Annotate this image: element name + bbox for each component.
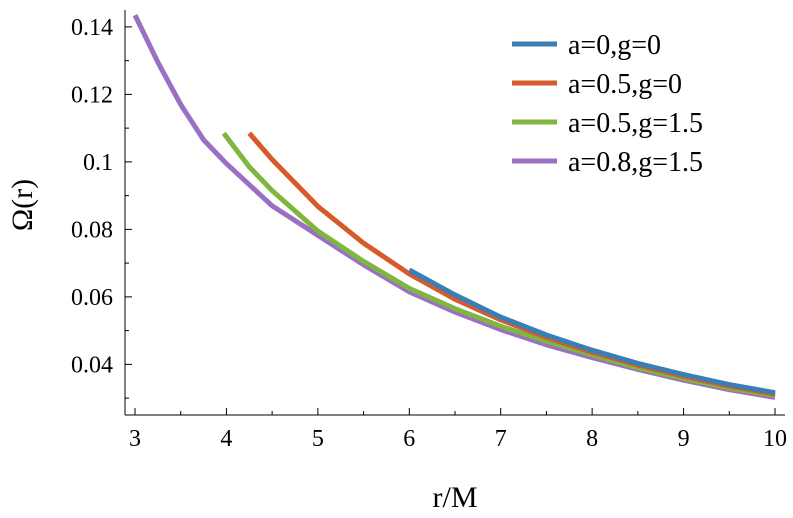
x-tick-label: 3 xyxy=(129,426,141,452)
y-tick-label: 0.14 xyxy=(71,15,113,41)
legend: a=0,g=0 a=0.5,g=0 a=0.5,g=1.5 a=0.8,g=1.5 xyxy=(512,30,703,178)
x-tick-label: 8 xyxy=(586,426,598,452)
y-tick-label: 0.1 xyxy=(83,150,113,176)
y-tick-label: 0.08 xyxy=(71,217,113,243)
x-tick-label: 4 xyxy=(220,426,232,452)
legend-label: a=0.8,g=1.5 xyxy=(568,147,703,178)
x-ticks: 3 4 5 6 7 8 9 10 xyxy=(129,408,787,452)
x-tick-label: 7 xyxy=(495,426,507,452)
x-axis-label: r/M xyxy=(433,481,478,514)
x-tick-label: 6 xyxy=(403,426,415,452)
y-tick-label: 0.12 xyxy=(71,82,113,108)
x-tick-label: 10 xyxy=(763,426,787,452)
y-axis-label: Ω(r) xyxy=(6,179,39,231)
plot-lines xyxy=(132,14,776,400)
legend-label: a=0.5,g=0 xyxy=(568,69,682,100)
y-tick-label: 0.04 xyxy=(71,352,113,378)
legend-label: a=0,g=0 xyxy=(568,30,661,61)
axes xyxy=(124,10,785,416)
y-tick-label: 0.06 xyxy=(71,285,113,311)
legend-label: a=0.5,g=1.5 xyxy=(568,108,703,139)
y-ticks: 0.04 0.06 0.08 0.1 0.12 0.14 xyxy=(71,15,132,399)
x-tick-label: 5 xyxy=(312,426,324,452)
x-tick-label: 9 xyxy=(678,426,690,452)
series-line-1 xyxy=(408,267,776,396)
